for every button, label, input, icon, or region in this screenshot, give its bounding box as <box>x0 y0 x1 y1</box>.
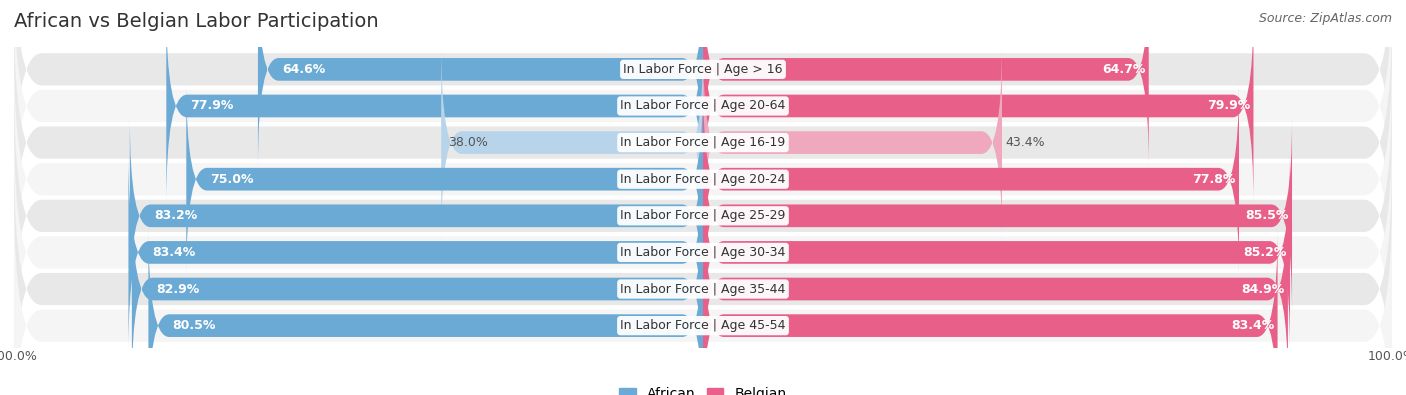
FancyBboxPatch shape <box>14 195 1392 395</box>
Text: 83.2%: 83.2% <box>153 209 197 222</box>
Text: Source: ZipAtlas.com: Source: ZipAtlas.com <box>1258 12 1392 25</box>
FancyBboxPatch shape <box>149 227 703 395</box>
FancyBboxPatch shape <box>14 0 1392 200</box>
FancyBboxPatch shape <box>14 122 1392 383</box>
FancyBboxPatch shape <box>14 85 1392 346</box>
Legend: African, Belgian: African, Belgian <box>614 382 792 395</box>
FancyBboxPatch shape <box>703 44 1002 241</box>
Text: In Labor Force | Age 20-24: In Labor Force | Age 20-24 <box>620 173 786 186</box>
Text: 64.7%: 64.7% <box>1102 63 1146 76</box>
Text: In Labor Force | Age 45-54: In Labor Force | Age 45-54 <box>620 319 786 332</box>
Text: 83.4%: 83.4% <box>152 246 195 259</box>
FancyBboxPatch shape <box>703 154 1289 351</box>
Text: In Labor Force | Age 16-19: In Labor Force | Age 16-19 <box>620 136 786 149</box>
Text: In Labor Force | Age 25-29: In Labor Force | Age 25-29 <box>620 209 786 222</box>
FancyBboxPatch shape <box>14 159 1392 395</box>
Text: 79.9%: 79.9% <box>1206 100 1250 113</box>
FancyBboxPatch shape <box>257 0 703 168</box>
FancyBboxPatch shape <box>14 12 1392 273</box>
FancyBboxPatch shape <box>132 190 703 387</box>
FancyBboxPatch shape <box>703 81 1239 278</box>
FancyBboxPatch shape <box>703 117 1292 314</box>
Text: 83.4%: 83.4% <box>1230 319 1274 332</box>
Text: 38.0%: 38.0% <box>449 136 488 149</box>
FancyBboxPatch shape <box>14 0 1392 236</box>
Text: In Labor Force | Age 35-44: In Labor Force | Age 35-44 <box>620 282 786 295</box>
Text: 64.6%: 64.6% <box>283 63 325 76</box>
FancyBboxPatch shape <box>14 49 1392 310</box>
Text: African vs Belgian Labor Participation: African vs Belgian Labor Participation <box>14 12 378 31</box>
FancyBboxPatch shape <box>128 154 703 351</box>
FancyBboxPatch shape <box>441 44 703 241</box>
Text: 77.9%: 77.9% <box>190 100 233 113</box>
FancyBboxPatch shape <box>703 0 1149 168</box>
FancyBboxPatch shape <box>186 81 703 278</box>
Text: 85.5%: 85.5% <box>1246 209 1289 222</box>
FancyBboxPatch shape <box>703 8 1254 205</box>
FancyBboxPatch shape <box>703 190 1288 387</box>
Text: In Labor Force | Age > 16: In Labor Force | Age > 16 <box>623 63 783 76</box>
Text: In Labor Force | Age 20-64: In Labor Force | Age 20-64 <box>620 100 786 113</box>
Text: 85.2%: 85.2% <box>1243 246 1286 259</box>
FancyBboxPatch shape <box>166 8 703 205</box>
FancyBboxPatch shape <box>129 117 703 314</box>
Text: 80.5%: 80.5% <box>173 319 217 332</box>
Text: In Labor Force | Age 30-34: In Labor Force | Age 30-34 <box>620 246 786 259</box>
Text: 77.8%: 77.8% <box>1192 173 1236 186</box>
Text: 43.4%: 43.4% <box>1005 136 1045 149</box>
Text: 75.0%: 75.0% <box>211 173 254 186</box>
Text: 82.9%: 82.9% <box>156 282 200 295</box>
FancyBboxPatch shape <box>703 227 1278 395</box>
Text: 84.9%: 84.9% <box>1241 282 1285 295</box>
